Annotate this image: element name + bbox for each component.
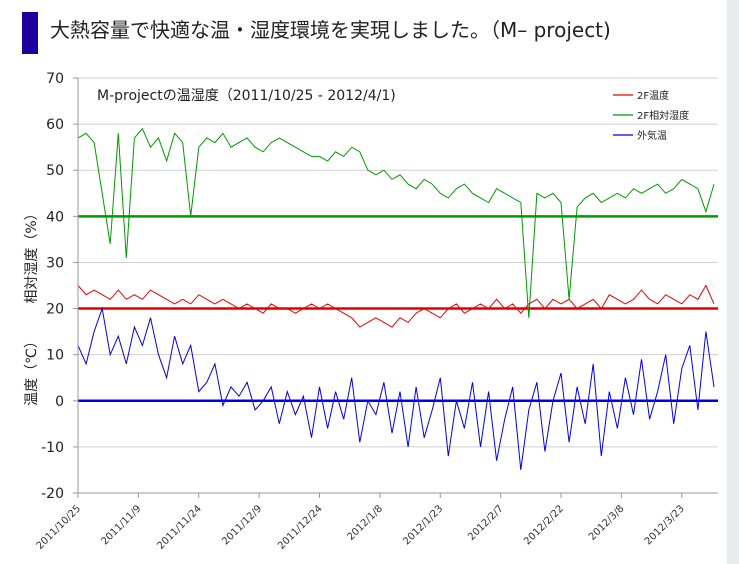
y-tick-label: 0: [55, 394, 64, 410]
legend-label: 外気温: [637, 129, 667, 142]
y-tick-label: 30: [46, 255, 64, 271]
x-tick-label: 2012/1/23: [401, 503, 445, 547]
y-tick-label: -10: [41, 440, 64, 456]
series-line-1: [77, 127, 715, 318]
y-tick-label: 60: [46, 117, 64, 133]
y-tick-label: -20: [41, 486, 64, 502]
x-tick-label: 2011/12/9: [220, 503, 264, 547]
series-line-2: [77, 306, 715, 470]
window-edge: [727, 0, 739, 564]
y-axis-label-humidity: 相対湿度（%）: [24, 206, 40, 303]
x-tick-label: 2011/11/9: [99, 503, 143, 547]
x-tick-label: 2011/10/25: [35, 503, 84, 552]
y-tick-label: 10: [46, 348, 64, 364]
x-tick-label: 2011/11/24: [155, 503, 204, 552]
title-accent-bar: [22, 12, 38, 54]
legend-label: 2F温度: [637, 89, 669, 102]
y-tick-label: 40: [46, 209, 64, 225]
legend-label: 2F相対湿度: [637, 109, 689, 122]
chart-title: M-projectの温湿度（2011/10/25 - 2012/4/1): [97, 88, 396, 104]
x-tick-label: 2012/3/8: [587, 503, 627, 543]
y-tick-label: 20: [46, 302, 64, 318]
y-tick-label: 70: [46, 71, 64, 87]
series-line-0: [77, 284, 715, 328]
y-tick-label: 50: [46, 163, 64, 179]
x-tick-label: 2012/2/22: [522, 503, 566, 547]
x-tick-label: 2012/1/8: [345, 503, 385, 543]
y-axis-label-temperature: 温度（℃）: [24, 334, 40, 406]
x-tick-label: 2011/12/24: [276, 503, 325, 552]
x-tick-label: 2012/2/7: [466, 503, 506, 543]
x-tick-label: 2012/3/23: [643, 503, 687, 547]
page-title: 大熱容量で快適な温・湿度環境を実現しました。（M– project): [50, 18, 611, 42]
